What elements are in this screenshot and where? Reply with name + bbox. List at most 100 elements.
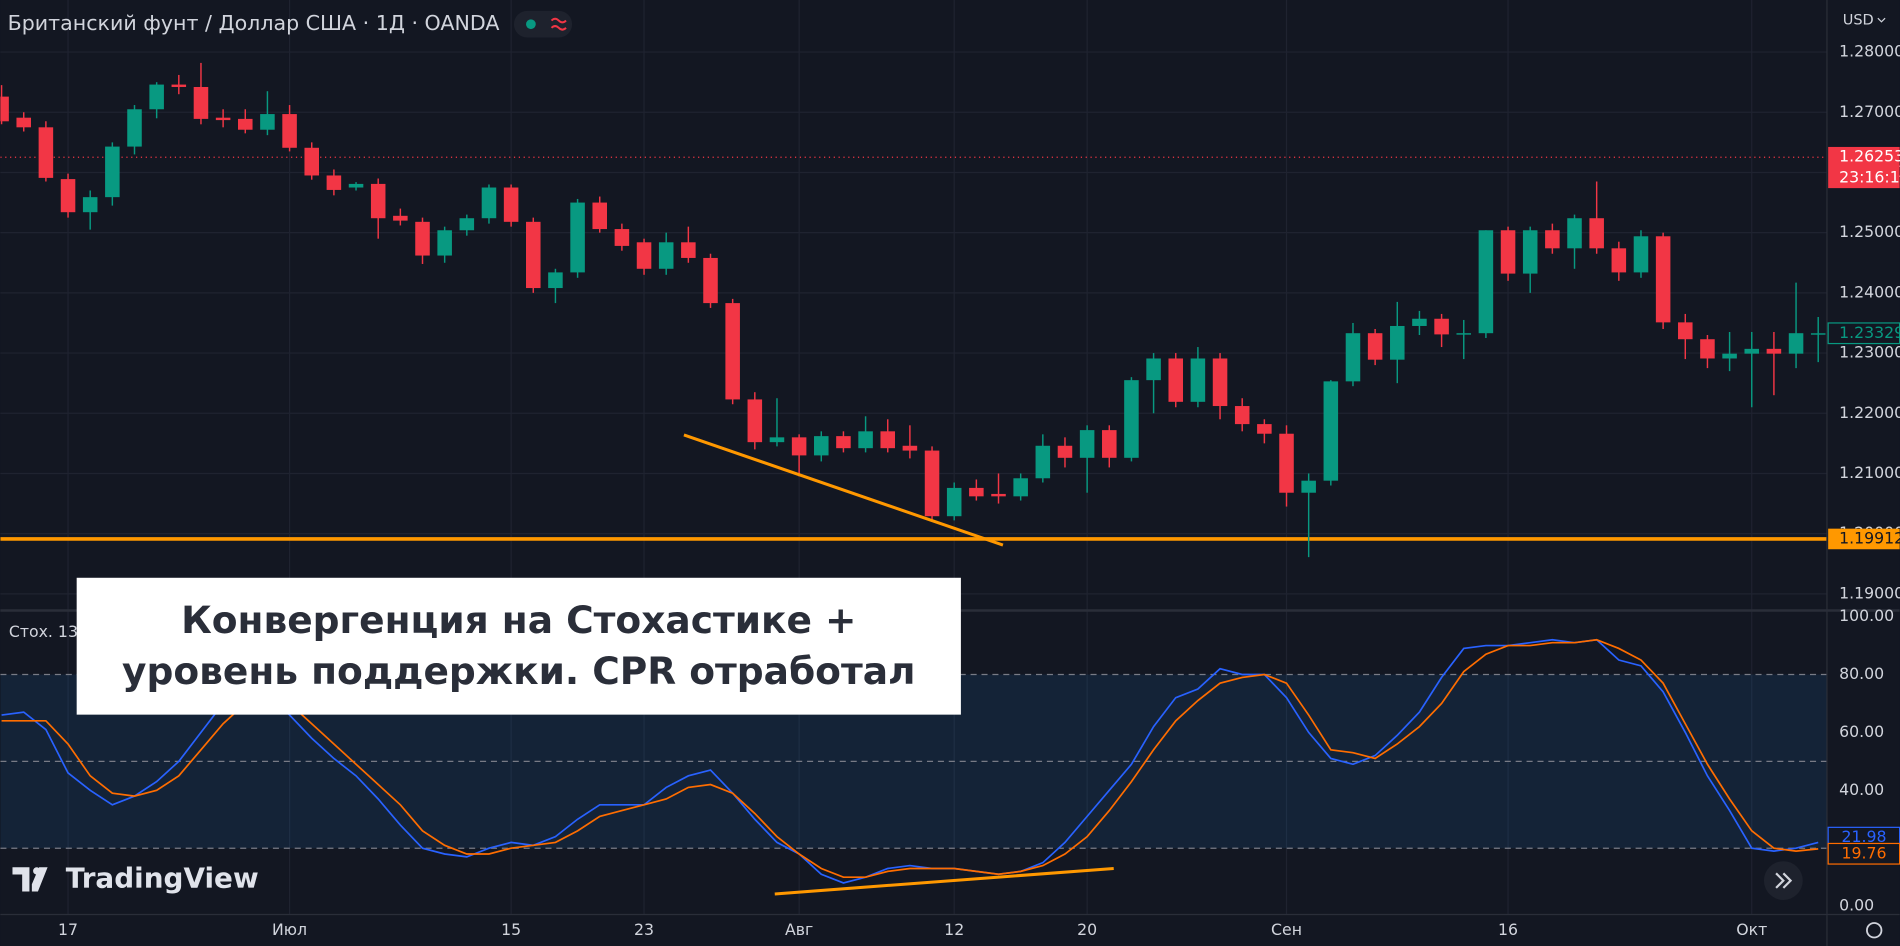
candle-body [1257,424,1272,434]
y-tick-label: 1.23000 [1839,343,1900,362]
price-pane [0,62,1827,558]
candle-body [171,84,187,87]
candle-body [415,221,430,256]
countdown-label: 23:16:1 [1839,167,1900,186]
candle-body [1279,433,1294,493]
candle-body [814,436,829,456]
candle-body [1722,353,1737,359]
candle-body [658,242,674,269]
candle-body [991,493,1006,497]
y-tick-label: 40.00 [1839,780,1884,799]
candle-body [548,272,563,289]
price-line-label: 1.26253 [1839,147,1900,166]
candle-body [636,242,652,269]
candle-body [1700,339,1715,359]
last-price-label: 1.23329 [1839,323,1900,342]
candle-body [1390,325,1405,360]
candle-body [880,431,896,449]
indicator-title: Стох. 13 [9,622,78,641]
candle-body [1589,218,1604,249]
x-tick-label: Июл [272,920,307,939]
candle-body [1678,322,1693,340]
candle-body [1234,406,1250,425]
y-tick-label: 80.00 [1839,664,1884,683]
candle-body [304,147,320,176]
x-tick-label: 23 [634,920,654,939]
candle-body [82,197,98,213]
x-tick-label: Авг [785,920,813,939]
candle-body [902,445,918,451]
oscillator-line [1,638,1819,879]
candle-body [127,109,142,147]
candle-body [526,221,541,289]
candle-body [215,117,231,121]
candle-body [60,179,76,213]
candle-body [1545,230,1560,249]
candle-body [238,118,253,130]
candle-body [16,117,31,128]
y-tick-label: 1.22000 [1839,403,1900,422]
candle-body [149,84,164,110]
settings-button[interactable] [1866,922,1883,939]
y-tick-label: 0.00 [1839,896,1874,915]
annotation-card [76,577,961,715]
y-tick-label: 1.25000 [1839,222,1900,241]
candle-body [1611,248,1627,273]
candle-body [326,175,342,190]
candle-body [105,146,120,198]
market-open-dot [526,19,536,30]
last-value-label: 19.76 [1841,843,1886,862]
candle-body [193,86,209,119]
axes: 17Июл1523Авг1220Сен16Окт1.190001.200001.… [58,42,1900,939]
candle-body [393,215,408,221]
candle-body [1744,348,1760,354]
candle-body [614,229,630,246]
candle-body [260,114,275,130]
annotation-line: Конвергенция на Стохастике + [181,598,856,642]
candle-body [282,114,297,148]
status-pill[interactable] [513,10,573,38]
candle-body [1522,230,1538,274]
y-tick-label: 60.00 [1839,722,1884,741]
candle-body [1190,358,1206,402]
y-tick-label: 100.00 [1839,606,1894,625]
candle-body [437,230,452,256]
currency-label[interactable]: USD [1843,13,1874,29]
candle-body [481,187,497,219]
candle-body [1079,430,1095,458]
candle-body [1500,230,1516,274]
logo-text: TradingView [66,861,259,894]
price-line-label-bg [1828,146,1900,189]
y-tick-label: 1.24000 [1839,282,1900,301]
candle-body [747,399,763,443]
candle-body [1013,478,1028,497]
candle-body [1567,218,1582,249]
y-tick-label: 1.28000 [1839,42,1900,61]
candle-body [1810,333,1826,335]
candle-body [348,183,364,188]
x-tick-label: 15 [501,920,521,939]
candle-body [1766,348,1782,354]
x-tick-label: Окт [1736,920,1767,939]
candle-body [791,437,807,456]
candle-body [1478,230,1494,334]
data-delay-icon [550,17,567,31]
overlay: Британский фунт / Доллар США · 1Д · OAND… [8,10,1886,939]
candle-body [1035,445,1051,479]
candle-body [1212,358,1228,407]
candle-body [969,487,984,497]
logo: TradingView [12,861,259,894]
candle-body [703,257,718,304]
candle-body [681,242,696,258]
candle-body [858,431,873,449]
candle-body [1345,333,1361,382]
candle-body [592,202,608,230]
price-line-label-bg [1828,528,1900,550]
candle-body [725,303,740,400]
candle-body [1146,358,1161,381]
candle-body [1434,318,1449,335]
x-tick-label: 20 [1077,920,1097,939]
candle-body [1301,480,1316,493]
candle-body [459,218,475,231]
